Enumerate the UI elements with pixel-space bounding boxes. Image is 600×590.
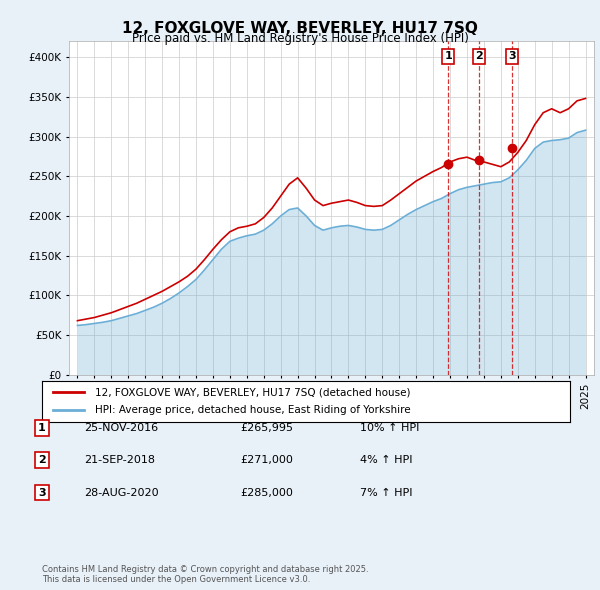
Text: 4% ↑ HPI: 4% ↑ HPI: [360, 455, 413, 465]
Text: 12, FOXGLOVE WAY, BEVERLEY, HU17 7SQ: 12, FOXGLOVE WAY, BEVERLEY, HU17 7SQ: [122, 21, 478, 35]
Text: 1: 1: [445, 51, 452, 61]
Text: HPI: Average price, detached house, East Riding of Yorkshire: HPI: Average price, detached house, East…: [95, 405, 410, 415]
Text: £271,000: £271,000: [240, 455, 293, 465]
Text: 3: 3: [38, 488, 46, 497]
Text: £265,995: £265,995: [240, 423, 293, 432]
Text: 21-SEP-2018: 21-SEP-2018: [84, 455, 155, 465]
Text: £285,000: £285,000: [240, 488, 293, 497]
Text: 28-AUG-2020: 28-AUG-2020: [84, 488, 158, 497]
Text: 1: 1: [38, 423, 46, 432]
Text: 12, FOXGLOVE WAY, BEVERLEY, HU17 7SQ (detached house): 12, FOXGLOVE WAY, BEVERLEY, HU17 7SQ (de…: [95, 387, 410, 397]
Text: 3: 3: [508, 51, 515, 61]
Text: 2: 2: [475, 51, 483, 61]
Text: 25-NOV-2016: 25-NOV-2016: [84, 423, 158, 432]
Text: Contains HM Land Registry data © Crown copyright and database right 2025.
This d: Contains HM Land Registry data © Crown c…: [42, 565, 368, 584]
Text: 7% ↑ HPI: 7% ↑ HPI: [360, 488, 413, 497]
Text: Price paid vs. HM Land Registry's House Price Index (HPI): Price paid vs. HM Land Registry's House …: [131, 32, 469, 45]
Text: 10% ↑ HPI: 10% ↑ HPI: [360, 423, 419, 432]
Text: 2: 2: [38, 455, 46, 465]
